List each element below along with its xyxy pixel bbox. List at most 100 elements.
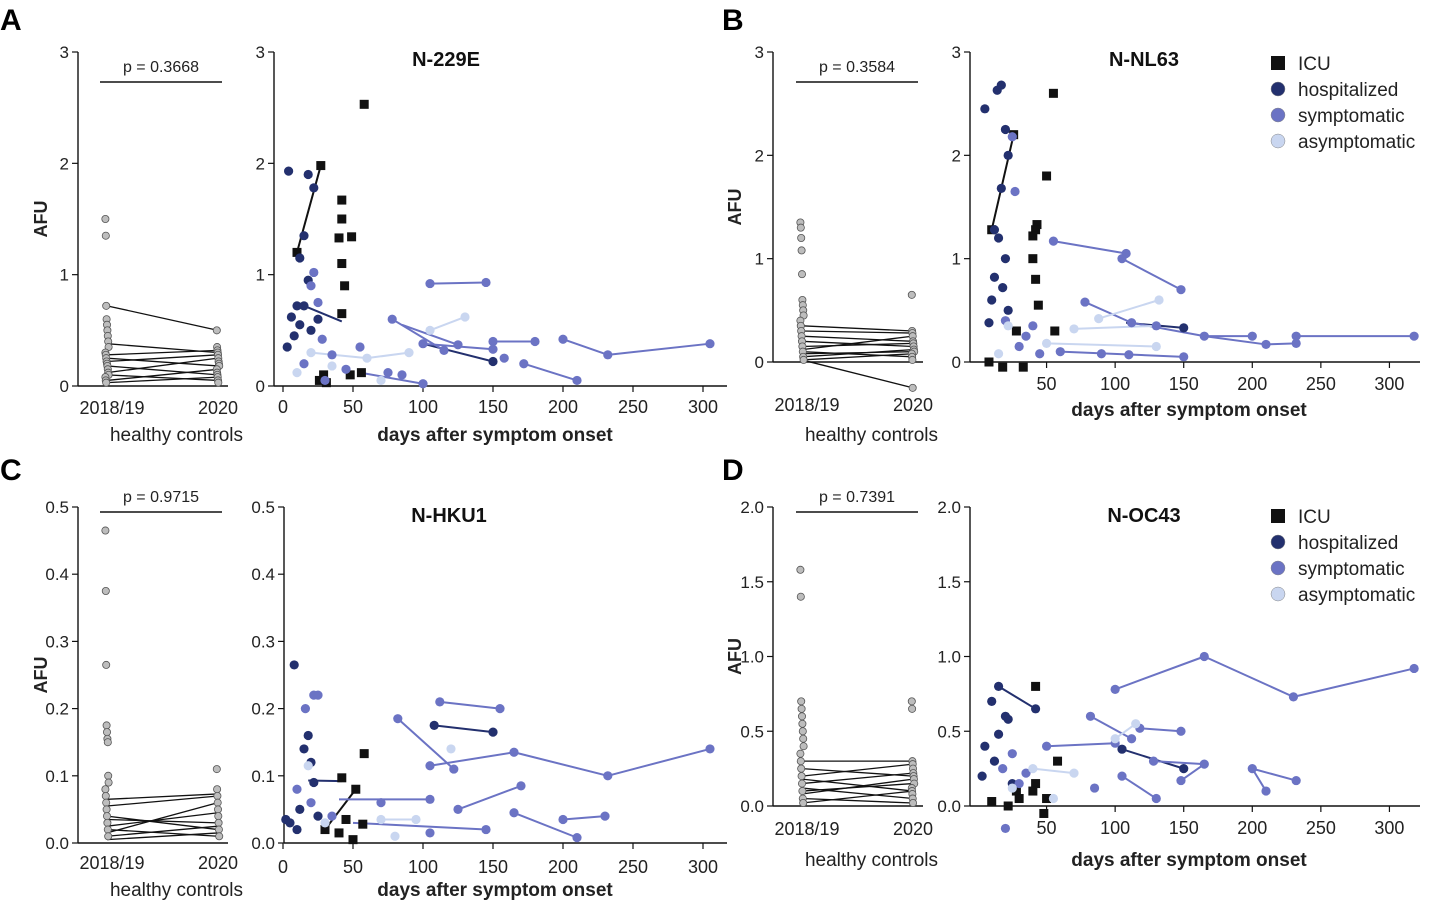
- main-x-tick-label: 200: [1237, 818, 1267, 838]
- data-point-symptomatic: [1007, 749, 1017, 759]
- data-point-symptomatic: [341, 364, 351, 374]
- patient-line-hospitalized: [303, 304, 343, 323]
- data-point-symptomatic: [306, 798, 316, 808]
- control-point-2018-19: [104, 771, 113, 780]
- chart-title: N-NL63: [1109, 49, 1179, 71]
- main-x-tick-label: 200: [548, 857, 578, 877]
- control-point-2018-19: [104, 778, 113, 787]
- control-point-2020: [212, 326, 221, 335]
- control-pair-line: [106, 828, 219, 837]
- data-point-icu: [1039, 808, 1049, 818]
- data-point-asymptomatic: [446, 744, 456, 754]
- patient-line-symptomatic: [439, 700, 501, 710]
- control-pair-line: [106, 812, 219, 827]
- legend-marker-symptomatic: [1270, 560, 1286, 576]
- controls-x-axis-label: healthy controls: [110, 425, 243, 446]
- data-point-hospitalized: [299, 301, 309, 311]
- data-point-hospitalized: [303, 730, 313, 741]
- panel-label: D: [722, 454, 744, 487]
- control-pair-line: [106, 305, 219, 331]
- control-point-2018-19: [796, 749, 805, 758]
- control-point-2020: [214, 812, 223, 821]
- control-point-2018-19: [101, 587, 110, 596]
- data-point-asymptomatic: [376, 375, 386, 386]
- data-point-symptomatic: [603, 350, 613, 360]
- control-point-2018-19: [103, 812, 112, 821]
- controls-y-tick-label: 3: [755, 43, 764, 62]
- control-point-2018-19: [797, 772, 806, 781]
- data-point-symptomatic: [393, 714, 403, 724]
- data-point-symptomatic: [705, 744, 715, 754]
- data-point-icu: [292, 247, 302, 257]
- data-point-hospitalized: [996, 80, 1006, 90]
- control-pair-line: [801, 782, 914, 792]
- data-point-hospitalized: [295, 804, 305, 815]
- data-point-symptomatic: [558, 334, 568, 344]
- data-point-icu: [356, 368, 366, 378]
- data-point-icu: [1018, 362, 1028, 372]
- control-pair-line: [801, 335, 914, 342]
- control-point-2018-19: [101, 785, 110, 794]
- data-point-hospitalized: [309, 183, 319, 193]
- data-point-symptomatic: [1291, 338, 1301, 348]
- data-point-hospitalized: [998, 283, 1008, 293]
- control-pair-line: [106, 795, 219, 807]
- main-y-tick-label: 1.5: [937, 573, 961, 592]
- data-point-symptomatic: [327, 811, 337, 821]
- patient-line-symptomatic: [352, 821, 487, 831]
- legend-label: asymptomatic: [1298, 132, 1415, 153]
- data-point-symptomatic: [1199, 331, 1209, 341]
- controls-y-tick-label: 0.5: [45, 498, 69, 517]
- data-point-symptomatic: [998, 764, 1008, 774]
- data-point-hospitalized: [987, 696, 997, 706]
- data-point-symptomatic: [1041, 741, 1052, 751]
- data-point-hospitalized: [989, 272, 1000, 282]
- data-point-asymptomatic: [327, 361, 337, 371]
- data-point-symptomatic: [292, 784, 302, 794]
- data-point-hospitalized: [1003, 714, 1013, 724]
- data-point-icu: [1032, 220, 1042, 230]
- controls-y-tick-label: 0.0: [740, 797, 764, 816]
- patient-line-symptomatic: [607, 342, 711, 356]
- data-point-hospitalized: [1031, 704, 1041, 714]
- patient-line-asymptomatic: [1073, 324, 1157, 330]
- data-point-hospitalized: [993, 729, 1004, 739]
- control-point-2018-19: [101, 231, 110, 240]
- data-point-icu: [1011, 786, 1021, 796]
- patient-line-symptomatic: [1204, 335, 1267, 346]
- data-point-hospitalized: [299, 744, 309, 754]
- control-pair-line: [106, 818, 219, 824]
- data-point-symptomatic: [1199, 759, 1209, 769]
- legend-label: ICU: [1298, 507, 1331, 528]
- controls-y-axis-label: AFU: [31, 201, 51, 238]
- control-point-2020: [213, 785, 222, 794]
- controls-y-tick-label: 2.0: [740, 498, 764, 517]
- control-point-2018-19: [797, 246, 806, 255]
- p-value-label: p = 0.3668: [123, 59, 199, 76]
- data-point-symptomatic: [397, 370, 407, 380]
- data-point-symptomatic: [425, 278, 435, 289]
- data-point-hospitalized: [1000, 124, 1011, 135]
- chart-title: N-229E: [412, 49, 480, 71]
- main-y-tick-label: 3: [952, 43, 961, 62]
- main-x-tick-label: 250: [618, 857, 648, 877]
- legend-marker-asymptomatic: [1270, 133, 1286, 149]
- control-pair-line: [106, 349, 219, 356]
- data-point-hospitalized: [977, 771, 987, 781]
- data-point-symptomatic: [300, 704, 310, 714]
- control-point-2020: [214, 378, 223, 387]
- patient-line-symptomatic: [457, 784, 522, 811]
- control-pair-line: [106, 368, 219, 382]
- patient-line-hospitalized: [422, 342, 494, 363]
- main-x-tick-label: 250: [618, 397, 648, 417]
- main-x-tick-label: 250: [1306, 374, 1336, 394]
- data-point-hospitalized: [292, 824, 302, 835]
- data-point-hospitalized: [282, 342, 292, 352]
- panel-label: B: [722, 4, 744, 37]
- data-point-symptomatic: [418, 339, 428, 349]
- control-point-2018-19: [797, 764, 806, 773]
- data-point-asymptomatic: [1151, 341, 1161, 352]
- main-x-tick-label: 0: [278, 857, 288, 877]
- data-point-asymptomatic: [306, 348, 316, 358]
